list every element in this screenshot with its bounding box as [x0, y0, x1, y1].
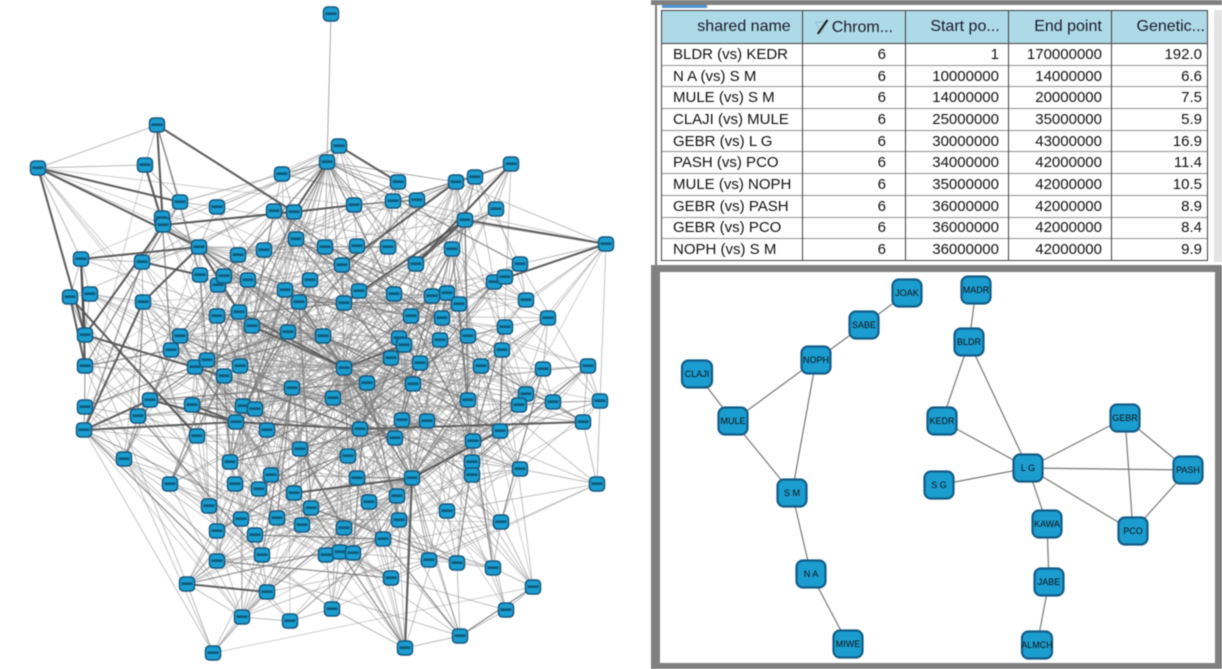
svg-text:ALMCH: ALMCH: [1021, 640, 1053, 650]
svg-text:JABE: JABE: [1038, 577, 1061, 587]
svg-text:S M: S M: [784, 488, 800, 498]
svg-text:S G: S G: [931, 480, 947, 490]
svg-text:MULE: MULE: [720, 416, 745, 426]
svg-text:CLAJI: CLAJI: [685, 369, 710, 379]
svg-text:PCO: PCO: [1123, 526, 1143, 536]
svg-text:L G: L G: [1021, 463, 1035, 473]
svg-text:NOPH: NOPH: [803, 355, 829, 365]
svg-text:GEBR: GEBR: [1112, 413, 1138, 423]
svg-text:MIWE: MIWE: [836, 639, 861, 649]
svg-text:BLDR: BLDR: [957, 337, 982, 347]
svg-text:SABE: SABE: [852, 320, 876, 330]
svg-text:MADR: MADR: [963, 285, 990, 295]
svg-text:PASH: PASH: [1176, 465, 1200, 475]
svg-text:JOAK: JOAK: [895, 288, 919, 298]
svg-text:N A: N A: [804, 569, 819, 579]
svg-text:KAWA: KAWA: [1034, 519, 1060, 529]
svg-text:KEDR: KEDR: [929, 416, 955, 426]
